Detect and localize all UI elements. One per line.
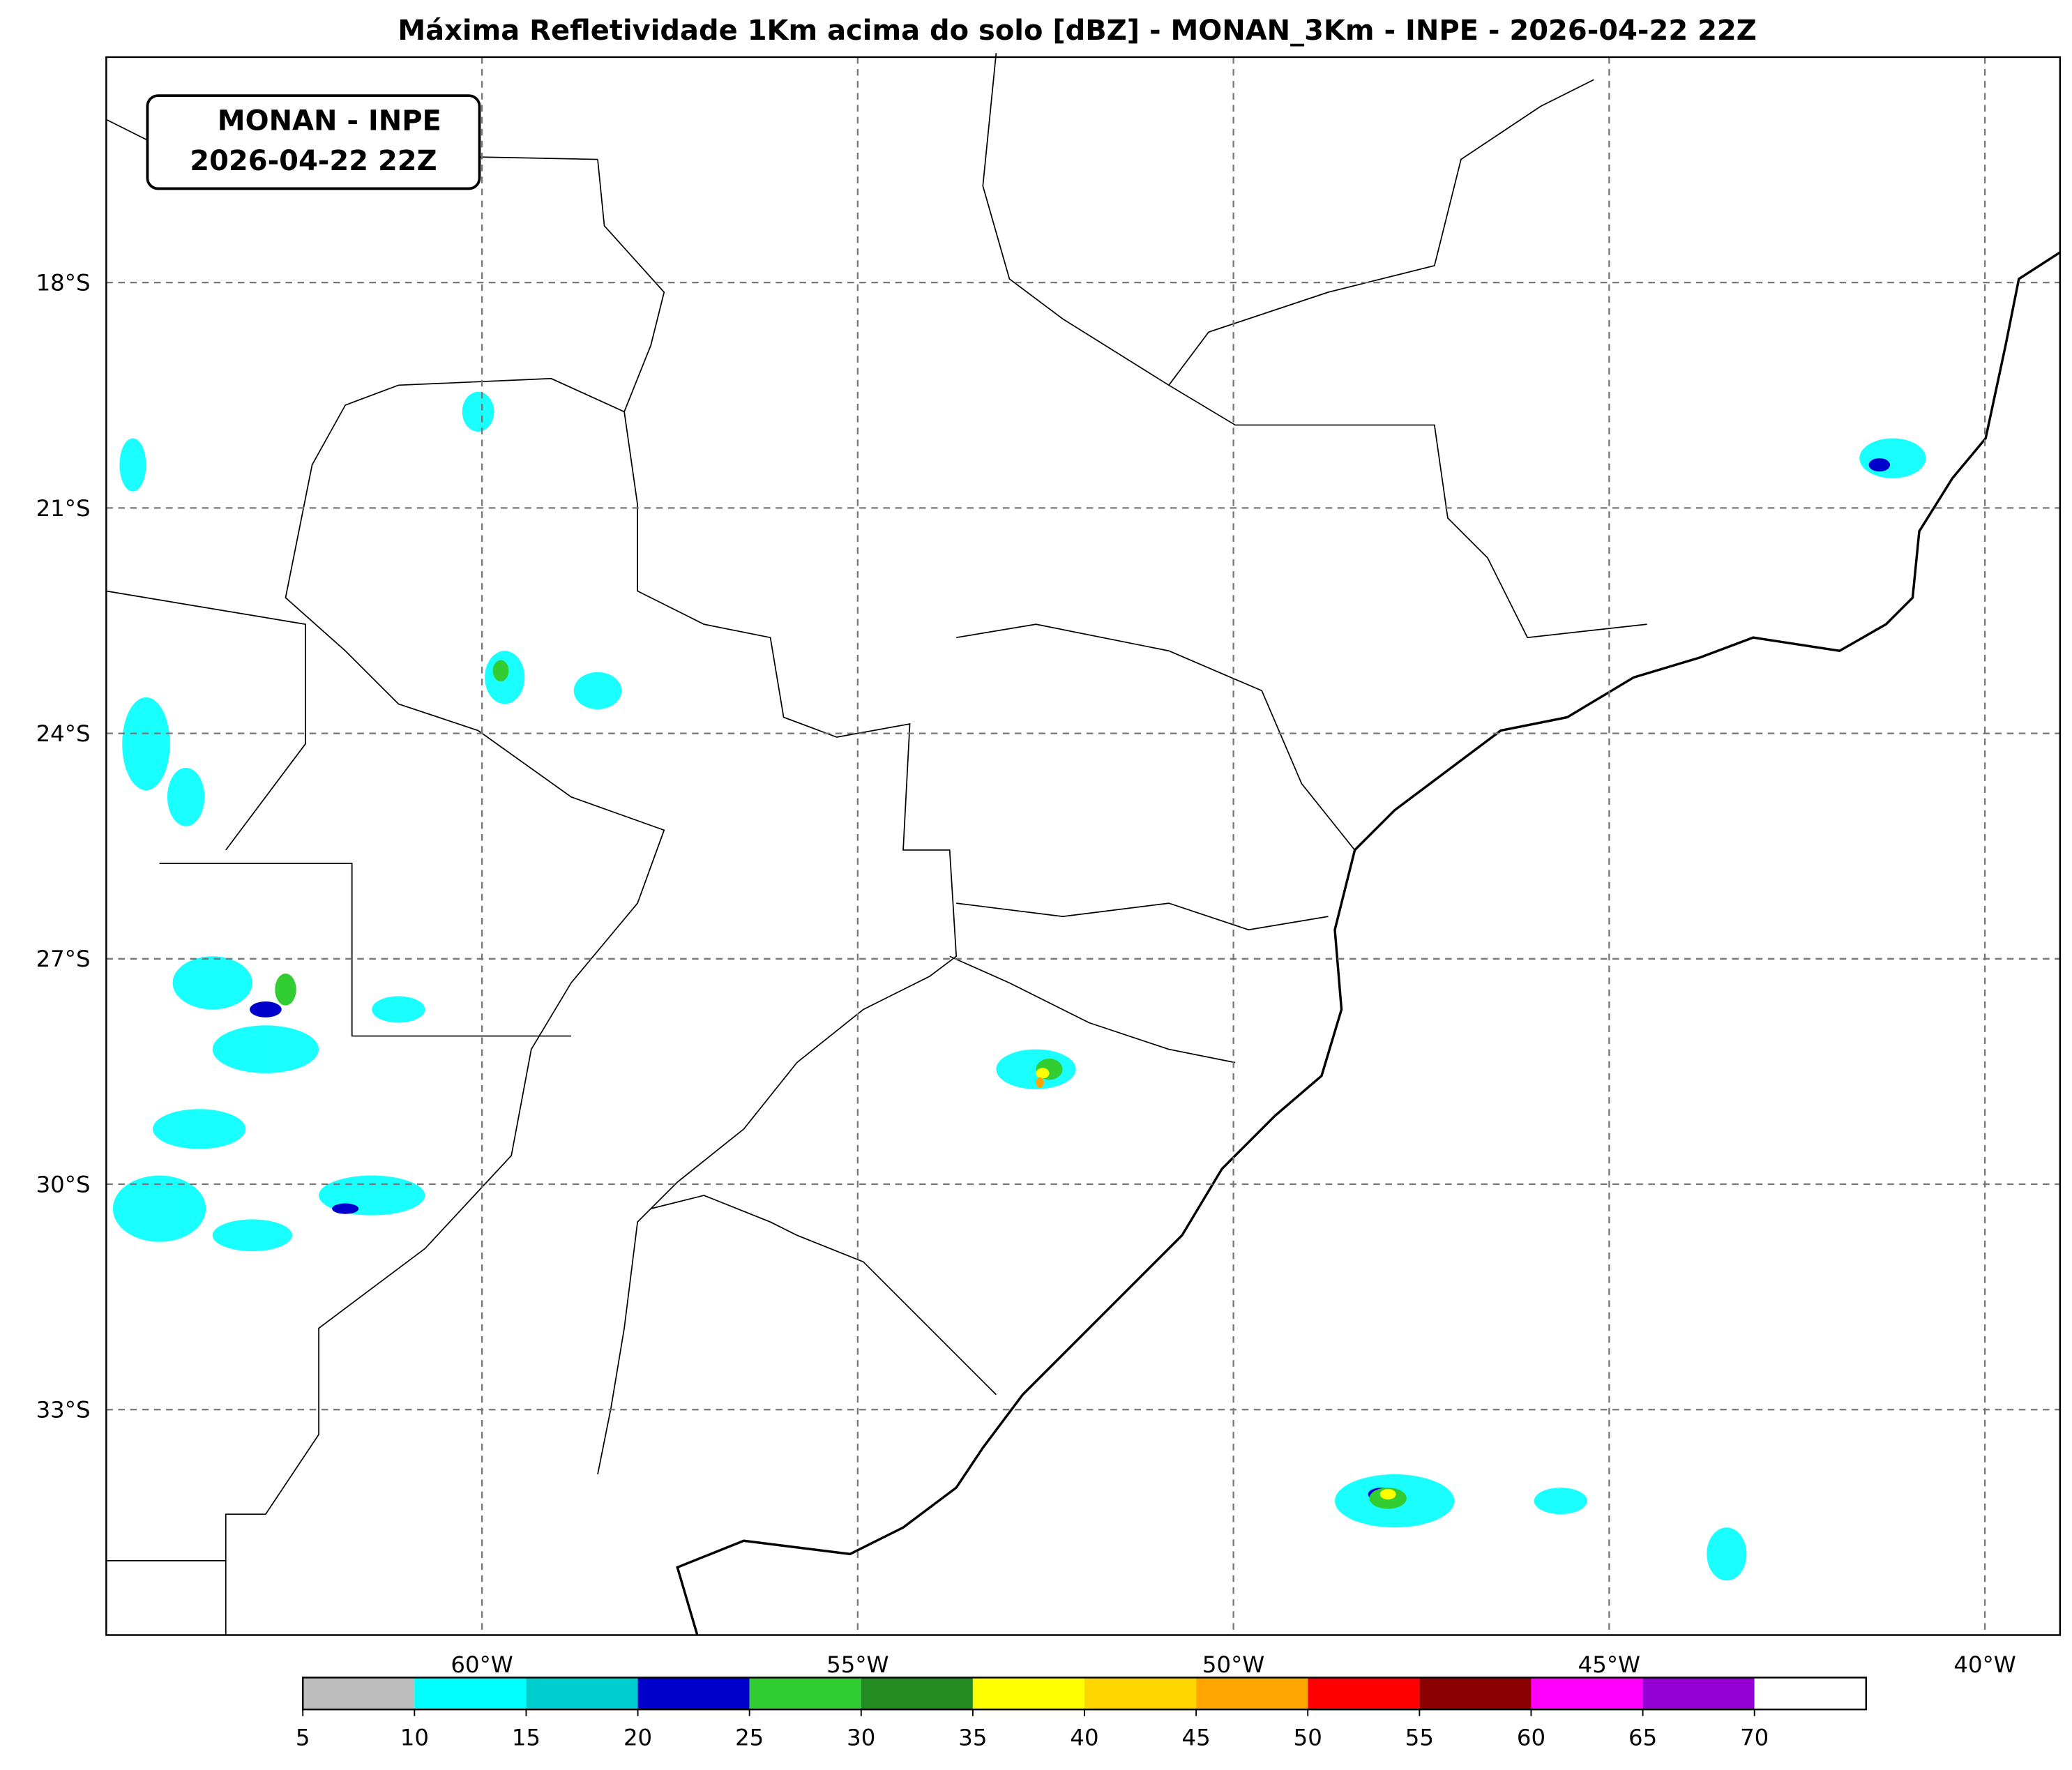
colorbar-segment (1754, 1677, 1866, 1710)
colorbar-tick-label: 70 (1740, 1725, 1769, 1751)
map-background (106, 56, 2060, 1635)
colorbar-tick-label: 45 (1182, 1725, 1211, 1751)
colorbar-tick-label: 10 (400, 1725, 429, 1751)
colorbar-segment (1196, 1677, 1308, 1710)
colorbar-tick-label: 55 (1405, 1725, 1434, 1751)
colorbar-segment (972, 1677, 1085, 1710)
label-box (146, 94, 481, 190)
map-frame (105, 56, 2062, 1636)
lon-tick-label: 60°W (451, 1651, 513, 1678)
colorbar-tick-label: 30 (847, 1725, 875, 1751)
colorbar-tick-label: 60 (1517, 1725, 1545, 1751)
lat-tick-label: 27°S (36, 946, 91, 972)
colorbar-segment (637, 1677, 750, 1710)
colorbar-segment (749, 1677, 861, 1710)
colorbar-tick-label: 15 (512, 1725, 540, 1751)
colorbar-segment (1419, 1677, 1532, 1710)
lon-tick-label: 40°W (1953, 1651, 2016, 1678)
colorbar-tick-label: 20 (623, 1725, 652, 1751)
colorbar-tick-label: 5 (296, 1725, 310, 1751)
lon-tick-label: 55°W (826, 1651, 888, 1678)
colorbar-tick-label: 35 (958, 1725, 987, 1751)
lon-tick-label: 45°W (1578, 1651, 1640, 1678)
colorbar-segment (303, 1677, 415, 1710)
colorbar-segment (1308, 1677, 1420, 1710)
title: Máxima Refletividade 1Km acima do solo [… (398, 15, 1756, 47)
colorbar-segment (414, 1677, 527, 1710)
colorbar-tick-label: 50 (1294, 1725, 1322, 1751)
lat-tick-label: 33°S (36, 1397, 91, 1423)
colorbar-segment (861, 1677, 973, 1710)
colorbar-segment (1642, 1677, 1755, 1710)
colorbar-tick-label: 65 (1628, 1725, 1657, 1751)
lat-tick-label: 24°S (36, 720, 91, 747)
reflectivity-echoes (112, 391, 1926, 1581)
map-area: MONAN - INPE 2026-04-22 22Z (105, 53, 2062, 1636)
lat-tick-label: 30°S (36, 1171, 91, 1197)
colorbar-tick-label: 25 (735, 1725, 764, 1751)
colorbar-segment (1084, 1677, 1197, 1710)
colorbar-segment (526, 1677, 638, 1710)
lon-tick-label: 50°W (1202, 1651, 1264, 1678)
label-line: MONAN - INPE (218, 105, 441, 137)
label-line: 2026-04-22 22Z (190, 145, 437, 177)
borders (105, 53, 1647, 1635)
lat-tick-label: 21°S (36, 495, 91, 522)
colorbar-tick-label: 40 (1070, 1725, 1098, 1751)
lat-tick-label: 18°S (36, 270, 91, 296)
colorbar-segment (1531, 1677, 1643, 1710)
